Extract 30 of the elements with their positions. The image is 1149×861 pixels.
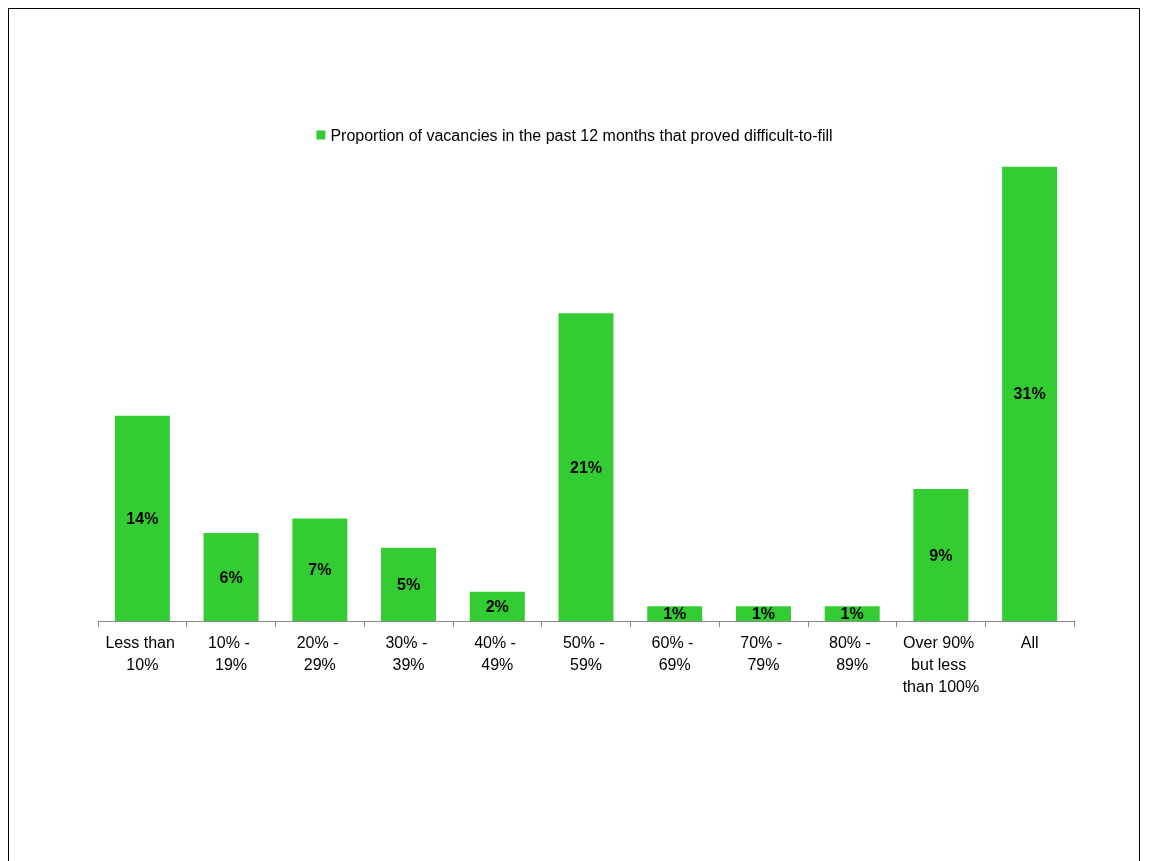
bar <box>292 518 348 621</box>
bar <box>114 415 170 621</box>
x-tick-label: All <box>1020 633 1039 651</box>
data-label: 1% <box>840 605 864 623</box>
x-tick-label: 30% - 39% <box>385 633 432 673</box>
data-label: 14% <box>126 509 159 527</box>
x-tick-label: Over 90% but less than 100% <box>902 633 980 695</box>
x-tick-label: 20% - 29% <box>296 633 343 673</box>
x-tick-label: 50% - 59% <box>562 633 610 673</box>
x-tick-label: 80% - 89% <box>829 633 876 673</box>
bar <box>1002 166 1058 621</box>
bar <box>558 313 614 621</box>
data-label: 6% <box>219 568 243 586</box>
data-label: 9% <box>929 546 953 564</box>
bar <box>203 533 259 621</box>
data-label: 2% <box>485 597 509 615</box>
data-label: 7% <box>308 561 332 579</box>
data-label: 31% <box>1013 385 1046 403</box>
x-tick-label: 60% - 69% <box>651 633 698 673</box>
x-tick-label: Less than 10% <box>105 633 180 673</box>
legend-label: Proportion of vacancies in the past 12 months that proved difficult-to-fill <box>330 126 833 144</box>
x-tick-label: 70% - 79% <box>740 633 787 673</box>
data-label: 1% <box>751 605 776 623</box>
x-tick-label: 10% - 19% <box>207 633 255 673</box>
bar <box>381 547 437 621</box>
bar <box>913 489 969 621</box>
x-tick-label: 40% - 49% <box>474 633 521 673</box>
data-label: 21% <box>569 458 603 476</box>
data-label: 1% <box>663 605 687 623</box>
data-label: 5% <box>396 575 421 593</box>
